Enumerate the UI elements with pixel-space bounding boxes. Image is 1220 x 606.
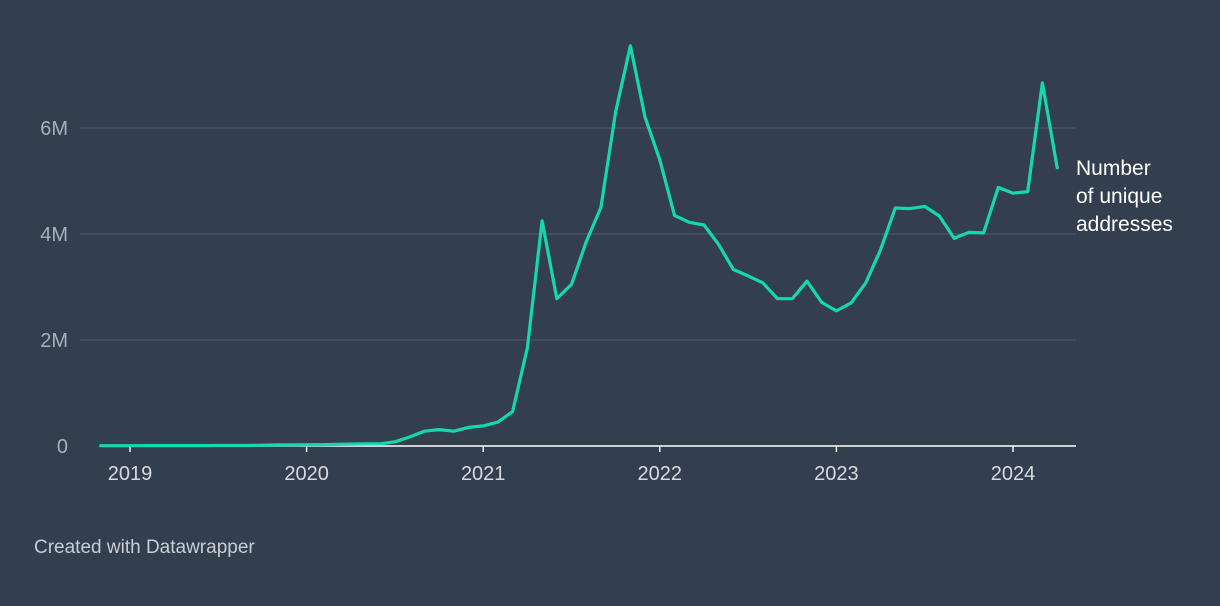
y-tick-label: 4M <box>40 224 68 246</box>
x-axis-ticks <box>129 446 1014 452</box>
y-axis-tick-labels: 0 2M 4M 6M <box>40 118 68 458</box>
x-tick-label: 2022 <box>638 463 683 485</box>
y-gridlines <box>80 127 1076 341</box>
x-tick-label: 2024 <box>991 463 1036 485</box>
x-tick-label: 2019 <box>108 463 153 485</box>
series-label-line: Number <box>1076 157 1151 180</box>
x-tick-label: 2021 <box>461 463 506 485</box>
series-group <box>99 44 1059 448</box>
y-tick-label: 2M <box>40 330 68 352</box>
x-tick-label: 2023 <box>814 463 859 485</box>
y-tick-label: 0 <box>57 436 68 458</box>
series-label: Number of unique addresses <box>1076 157 1173 236</box>
series-label-line: of unique <box>1076 185 1162 208</box>
x-axis-tick-labels: 2019 2020 2021 2022 2023 2024 <box>108 463 1036 485</box>
x-tick-label: 2020 <box>284 463 329 485</box>
credit-text: Created with Datawrapper <box>34 537 255 558</box>
series-line <box>99 44 1059 448</box>
y-tick-label: 6M <box>40 118 68 140</box>
series-label-line: addresses <box>1076 213 1173 236</box>
